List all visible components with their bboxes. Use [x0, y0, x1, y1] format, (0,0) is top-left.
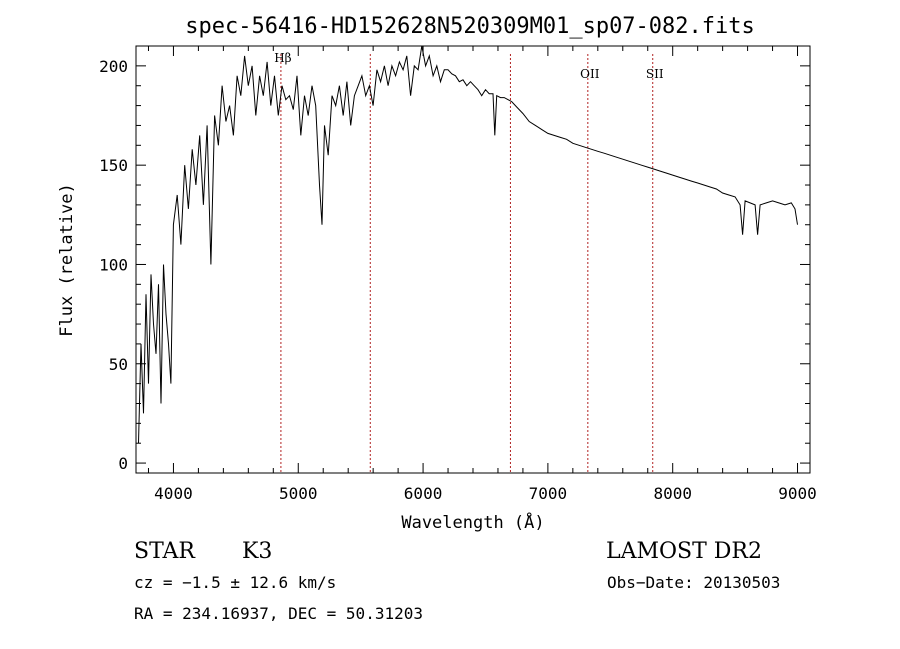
- spectrum-line: [138, 45, 798, 444]
- y-tick-label-1: 50: [109, 355, 128, 374]
- coordinates: RA = 234.16937, DEC = 50.31203: [134, 604, 423, 623]
- subclass: K3: [242, 539, 272, 564]
- redshift-text: cz = −1.5 ± 12.6 km/s: [134, 573, 336, 592]
- x-tick-label-3: 7000: [529, 484, 568, 503]
- survey-name: LAMOST DR2: [606, 539, 762, 564]
- spectral-line-label-3: OII: [580, 67, 600, 81]
- object-type: STAR: [134, 539, 196, 564]
- spectral-line-label-4: SII: [646, 67, 664, 81]
- x-tick-label-2: 6000: [404, 484, 443, 503]
- y-tick-label-3: 150: [99, 156, 128, 175]
- y-tick-label-2: 100: [99, 255, 128, 274]
- y-tick-label-0: 0: [118, 454, 128, 473]
- x-tick-label-0: 4000: [154, 484, 193, 503]
- y-tick-label-4: 200: [99, 57, 128, 76]
- x-tick-label-4: 8000: [653, 484, 692, 503]
- spectral-line-label-0: Hβ: [274, 51, 291, 65]
- y-axis-label: Flux (relative): [57, 183, 77, 337]
- plot-frame: [135, 45, 811, 474]
- x-axis: 4000 5000 6000 7000 8000 9000: [147, 46, 817, 503]
- spectral-line-markers: Hβ OII SII: [274, 51, 664, 473]
- obs-date: Obs−Date: 20130503: [607, 573, 780, 592]
- chart-title: spec-56416-HD152628N520309M01_sp07-082.f…: [185, 14, 755, 39]
- x-tick-label-5: 9000: [778, 484, 817, 503]
- x-tick-label-1: 5000: [279, 484, 318, 503]
- x-axis-label: Wavelength (Å): [401, 511, 544, 533]
- y-axis: 0 50 100 150 200: [99, 57, 810, 473]
